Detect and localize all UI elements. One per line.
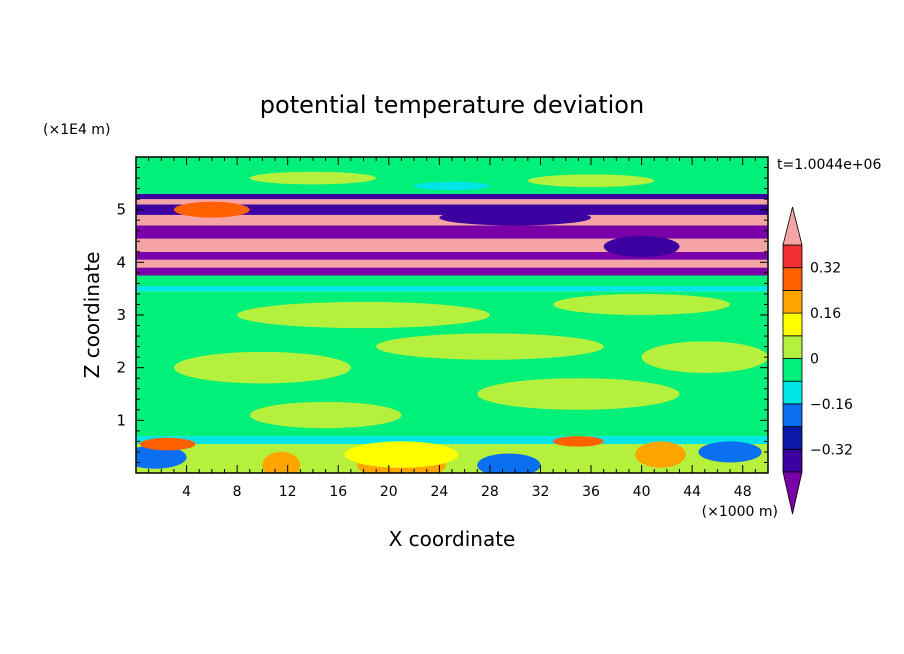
colorbar-box xyxy=(782,448,803,473)
x-tick-label: 32 xyxy=(532,484,550,500)
contour-patch-19 xyxy=(249,171,377,185)
time-label: t=1.0044e+06 xyxy=(777,157,881,173)
contour-band-5 xyxy=(136,267,768,276)
contour-patch-21 xyxy=(414,181,490,191)
colorbar-label: −0.32 xyxy=(810,442,853,458)
x-tick-label: 28 xyxy=(481,484,499,500)
contour-patch-17 xyxy=(439,209,592,226)
x-tick-label: 44 xyxy=(683,484,701,500)
x-tick-label: 40 xyxy=(633,484,651,500)
contour-band-7 xyxy=(136,251,768,260)
contour-band-6 xyxy=(136,259,768,268)
y-tick-label: 1 xyxy=(116,411,126,429)
contour-band-1 xyxy=(136,436,768,445)
y-tick-label: 4 xyxy=(116,253,126,271)
y-axis-label: Z coordinate xyxy=(80,252,104,379)
contour-band-13 xyxy=(136,193,768,200)
y-axis-ticks: 1 2 3 4 5 xyxy=(116,167,768,463)
x-tick-label: 20 xyxy=(380,484,398,500)
colorbar: 0.32 0.16 0 −0.16 −0.32 xyxy=(782,206,853,515)
colorbar-label: 0.32 xyxy=(810,261,841,277)
contour-patch-8 xyxy=(698,441,762,463)
x-tick-label: 12 xyxy=(279,484,297,500)
contour-patch-9 xyxy=(249,401,402,429)
contour-patch-10 xyxy=(477,378,680,410)
colorbar-box xyxy=(782,267,803,291)
x-axis-label: X coordinate xyxy=(389,527,516,551)
contour-band-3 xyxy=(136,286,768,292)
x-tick-label: 4 xyxy=(182,484,191,500)
colorbar-top-arrow xyxy=(782,206,803,246)
colorbar-box xyxy=(782,312,803,337)
contour-patch-0 xyxy=(136,445,187,469)
colorbar-box xyxy=(782,426,803,450)
colorbar-box xyxy=(782,380,803,405)
x-tick-label: 48 xyxy=(734,484,752,500)
colorbar-box xyxy=(782,244,803,269)
colorbar-box xyxy=(782,335,803,359)
contour-patch-13 xyxy=(641,341,768,373)
contour-patch-12 xyxy=(376,333,604,360)
colorbar-label: 0 xyxy=(810,352,819,368)
contour-patch-7 xyxy=(635,441,686,468)
contour-patch-20 xyxy=(527,174,655,188)
contour-band-9 xyxy=(136,225,768,239)
colorbar-bottom-arrow xyxy=(782,471,803,515)
contour-patch-2 xyxy=(262,451,301,473)
x-unit-label: (×1000 m) xyxy=(702,504,778,520)
colorbar-box xyxy=(782,403,803,427)
contour-patch-11 xyxy=(173,351,351,384)
colorbar-box xyxy=(782,358,803,382)
colorbar-box xyxy=(782,289,803,314)
contour-patch-16 xyxy=(173,201,250,218)
contour-band-4 xyxy=(136,275,768,287)
contour-band-12 xyxy=(136,199,768,205)
contour-patch-14 xyxy=(237,301,490,329)
contour-patch-6 xyxy=(553,436,604,447)
y-tick-label: 3 xyxy=(116,306,126,324)
colorbar-label: 0.16 xyxy=(810,306,841,322)
x-axis-ticks: 4 8 12 16 20 24 28 32 36 40 44 48 xyxy=(148,157,756,500)
x-tick-label: 36 xyxy=(582,484,600,500)
chart-title: potential temperature deviation xyxy=(260,91,644,119)
y-unit-label: (×1E4 m) xyxy=(43,122,110,138)
contour-patch-5 xyxy=(477,453,541,473)
x-tick-label: 16 xyxy=(329,484,347,500)
contour-patch-1 xyxy=(139,437,196,451)
y-tick-label: 5 xyxy=(116,201,126,219)
plot-area xyxy=(136,157,768,473)
contour-band-11 xyxy=(136,204,768,215)
colorbar-label: −0.16 xyxy=(810,397,853,413)
contour-patch-4 xyxy=(344,441,459,468)
x-tick-label: 24 xyxy=(430,484,448,500)
contour-patch-18 xyxy=(603,236,680,258)
contour-patch-15 xyxy=(553,293,731,315)
y-tick-label: 2 xyxy=(116,359,126,377)
contour-patches xyxy=(136,171,768,473)
x-tick-label: 8 xyxy=(233,484,242,500)
